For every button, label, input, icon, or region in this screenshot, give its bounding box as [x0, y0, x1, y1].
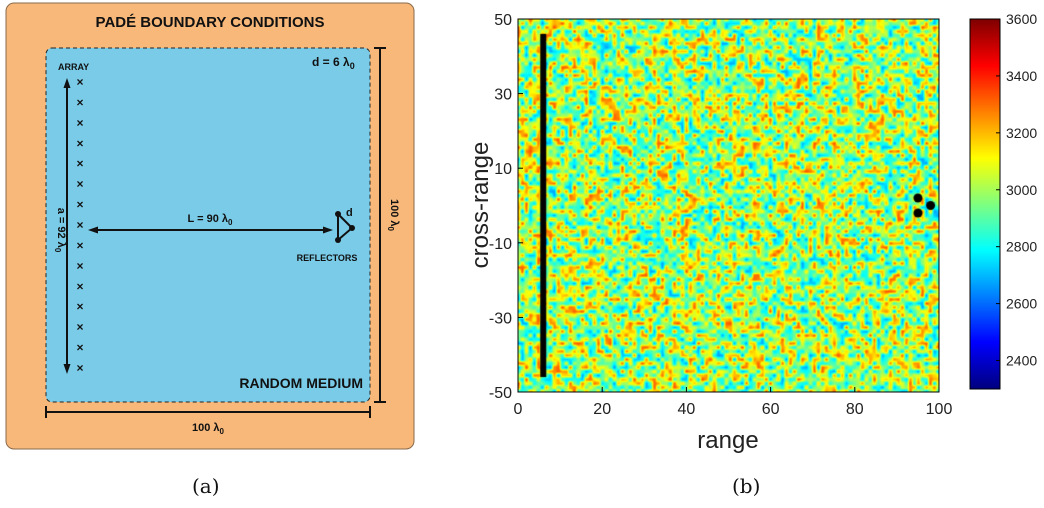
array-element-icon: × — [76, 177, 83, 191]
array-element-icon: × — [76, 95, 83, 109]
y-tick-label: 30 — [494, 87, 512, 104]
width-label: 100 λ0 — [192, 422, 225, 436]
y-tick-label: -10 — [489, 236, 512, 253]
height-arrow — [374, 47, 386, 403]
y-tick-label: 50 — [494, 12, 512, 29]
colorbar — [970, 19, 1000, 389]
aperture-arrow — [63, 78, 71, 374]
array-elements: × × × × × × × × × × × × × × × — [76, 75, 83, 375]
array-element-icon: × — [76, 341, 83, 355]
array-element-icon: × — [76, 157, 83, 171]
colorbar-ticks: 3600 3400 3200 3000 2800 2600 2400 — [996, 11, 1037, 369]
x-tick-label: 0 — [514, 401, 523, 418]
aperture-label: a = 92 λ0 — [53, 208, 67, 253]
colorbar-tick-label: 3200 — [1006, 125, 1037, 141]
reflectors-label: REFLECTORS — [297, 253, 358, 263]
heatmap-axes: 0 20 40 60 80 100 50 30 10 -10 -30 -50 3600 3400 320… — [467, 11, 1037, 454]
random-medium-region — [45, 47, 371, 403]
reflector-triangle — [335, 211, 355, 243]
distance-arrow — [88, 226, 333, 234]
array-element-icon: × — [76, 116, 83, 130]
colorbar-tick-label: 3000 — [1006, 182, 1037, 198]
colorbar-tick-label: 2600 — [1006, 296, 1037, 312]
caption-b: (b) — [732, 474, 761, 498]
y-tick-label: -50 — [489, 385, 512, 402]
x-ticks: 0 20 40 60 80 100 — [514, 387, 953, 418]
boundary-title: PADÉ BOUNDARY CONDITIONS — [96, 14, 325, 31]
d-spec-label: d = 6 λ0 — [312, 55, 355, 71]
x-tick-label: 80 — [846, 401, 864, 418]
caption-a: (a) — [192, 474, 220, 498]
colorbar-tick-label: 3600 — [1006, 11, 1037, 27]
x-axis-label: range — [697, 427, 758, 454]
y-ticks: 50 30 10 -10 -30 -50 — [489, 12, 523, 402]
array-element-icon: × — [76, 136, 83, 150]
array-element-icon: × — [76, 320, 83, 334]
x-tick-label: 40 — [678, 401, 696, 418]
array-element-icon: × — [76, 361, 83, 375]
colorbar-tick-label: 2800 — [1006, 239, 1037, 255]
colorbar-frame — [969, 18, 1001, 390]
reflector-d-label: d — [346, 207, 353, 219]
y-tick-label: -30 — [489, 310, 512, 327]
width-arrow — [45, 406, 371, 418]
array-element-icon: × — [76, 300, 83, 314]
array-label: ARRAY — [58, 62, 89, 72]
colorbar-tick-label: 2400 — [1006, 353, 1037, 369]
x-tick-label: 60 — [762, 401, 780, 418]
x-tick-label: 20 — [593, 401, 611, 418]
x-tick-label: 100 — [926, 401, 953, 418]
colorbar-tick-label: 3400 — [1006, 68, 1037, 84]
medium-label: RANDOM MEDIUM — [239, 375, 363, 391]
height-label: 100 λ0 — [386, 199, 400, 232]
distance-label: L = 90 λ0 — [188, 213, 233, 227]
plot-frame — [517, 18, 940, 393]
array-element-icon: × — [76, 75, 83, 89]
y-axis-label: cross-range — [467, 142, 494, 269]
setup-diagram: PADÉ BOUNDARY CONDITIONS ARRAY d = 6 λ0 … — [5, 2, 415, 450]
array-element-icon: × — [76, 259, 83, 273]
array-element-icon: × — [76, 218, 83, 232]
array-element-icon: × — [76, 198, 83, 212]
sound-speed-heatmap — [518, 19, 939, 392]
array-element-icon: × — [76, 279, 83, 293]
y-tick-label: 10 — [494, 161, 512, 178]
array-element-icon: × — [76, 238, 83, 252]
